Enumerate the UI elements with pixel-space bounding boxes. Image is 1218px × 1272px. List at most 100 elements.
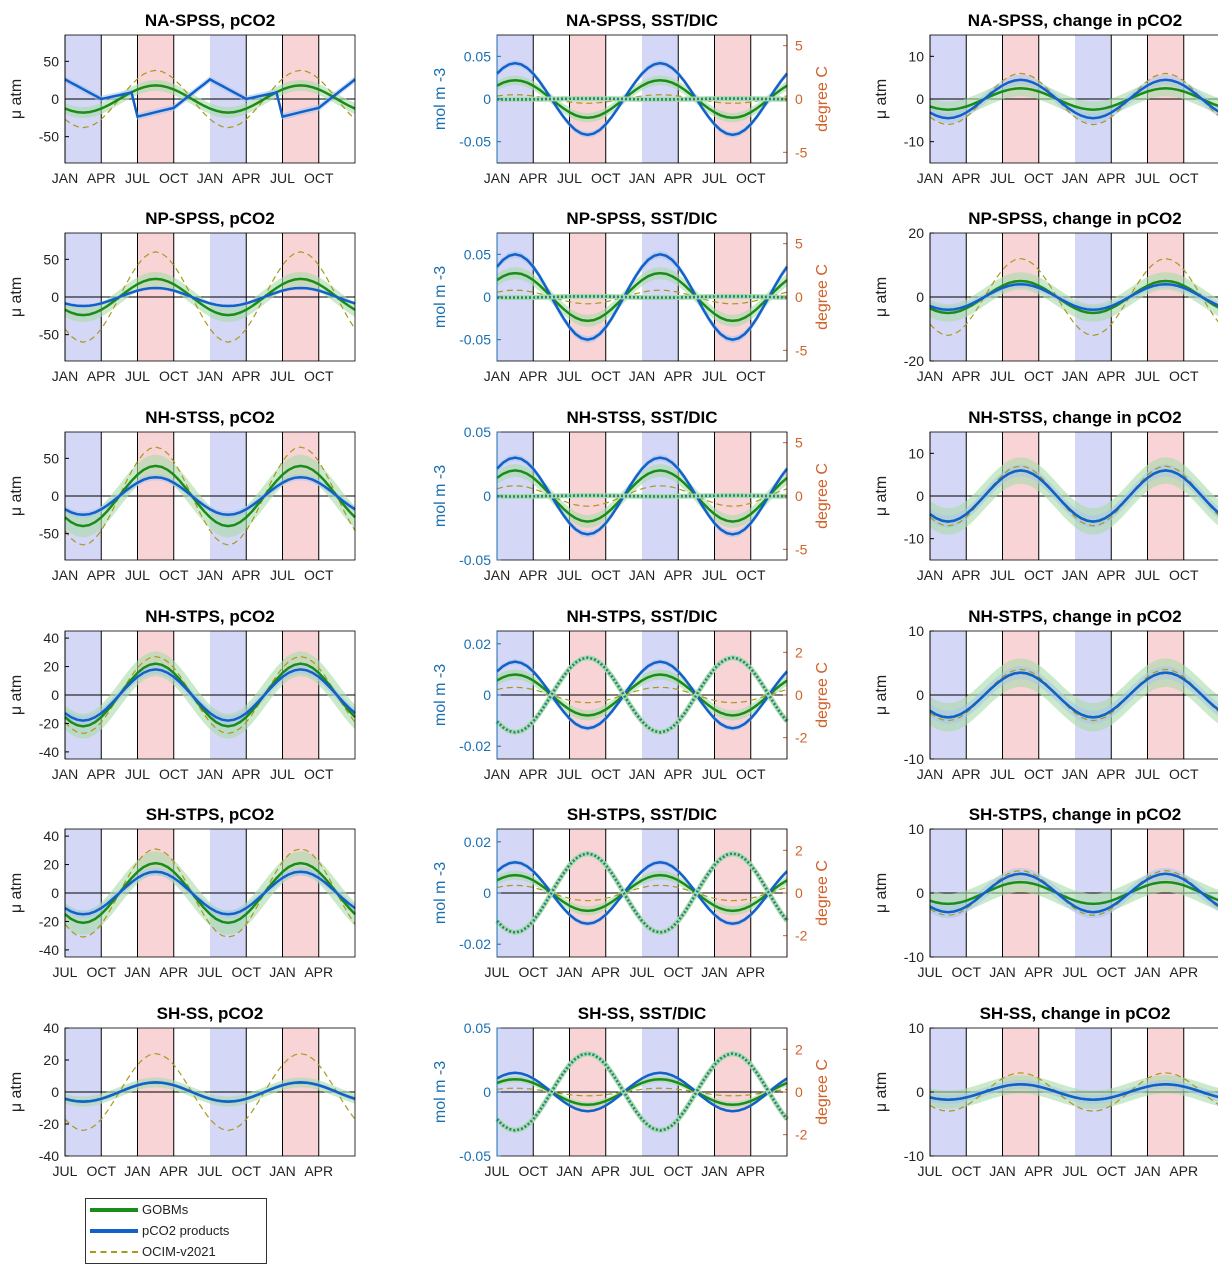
left-tick-label: 0 [916, 91, 924, 107]
left-tick-label: -50 [39, 327, 59, 343]
right-tick-label: 0 [795, 289, 803, 305]
left-tick-label: -10 [904, 531, 924, 547]
x-tick-label: OCT [736, 766, 766, 782]
x-tick-label: JUL [1135, 170, 1160, 186]
panel-nh-stss-sst-dic: NH-STSS, SST/DIC -5 0 5 degree C -0.05 0 0.05 mo… [432, 408, 831, 583]
left-axis-label: μ atm [8, 675, 25, 715]
gobm-band [497, 870, 787, 916]
sst-line [496, 656, 789, 734]
x-tick-label: APR [1097, 567, 1126, 583]
x-tick-label: JAN [269, 1163, 295, 1179]
ocim-line [496, 94, 788, 104]
x-tick-label: JAN [197, 766, 223, 782]
x-tick-label: APR [664, 368, 693, 384]
x-tick-label: JUL [53, 964, 78, 980]
left-tick-label: 10 [908, 48, 924, 64]
gobm-line [929, 880, 1218, 906]
left-tick-label: 0 [51, 289, 59, 305]
x-tick-label: JAN [989, 1163, 1015, 1179]
x-tick-label: OCT [736, 368, 766, 384]
right-axis-label: degree C [814, 463, 831, 529]
x-tick-label: JUL [702, 766, 727, 782]
x-tick-label: APR [304, 1163, 333, 1179]
x-tick-label: OCT [1169, 170, 1199, 186]
x-tick-label: OCT [304, 567, 334, 583]
left-tick-label: 20 [43, 857, 59, 873]
right-axis-label: degree C [814, 1059, 831, 1125]
x-tick-label: APR [1024, 964, 1053, 980]
panel-sh-ss-change-in-pco2: SH-SS, change in pCO2 -10 0 10 μ atm JUL OCT JA… [873, 1004, 1218, 1179]
left-tick-label: 40 [43, 828, 59, 844]
x-tick-label: OCT [663, 964, 693, 980]
x-tick-label: JUL [270, 567, 295, 583]
left-tick-label: 0 [483, 289, 491, 305]
panel-na-spss-pco2: NA-SPSS, pCO2 -50 0 50 μ atm JAN APR JUL OCT JAN A… [8, 11, 356, 186]
products-line [929, 78, 1218, 120]
x-tick-label: JUL [125, 368, 150, 384]
sst-line [496, 1052, 789, 1132]
x-tick-label: OCT [1024, 567, 1054, 583]
panel-sh-ss-pco2: SH-SS, pCO2 -40 -20 0 20 40 μ atm JUL OCT JAN APR J… [8, 1004, 356, 1179]
x-tick-label: JAN [917, 766, 943, 782]
products-line [496, 61, 788, 137]
right-tick-label: 5 [795, 38, 803, 54]
panel-title: NH-STPS, change in pCO2 [968, 607, 1181, 626]
products-line [496, 253, 789, 341]
left-axis-label: μ atm [873, 1072, 890, 1112]
x-tick-label: OCT [591, 567, 621, 583]
left-tick-label: -10 [904, 751, 924, 767]
panel-np-spss-pco2: NP-SPSS, pCO2 -50 0 50 μ atm JAN APR JUL OCT JAN A… [8, 209, 356, 384]
x-tick-label: APR [232, 766, 261, 782]
left-tick-label: -0.02 [459, 738, 491, 754]
ocim-line [929, 72, 1218, 126]
panel-title: NA-SPSS, SST/DIC [566, 11, 718, 30]
x-tick-label: JAN [917, 567, 943, 583]
sst-line [496, 97, 788, 101]
gobm-band [497, 464, 787, 528]
left-tick-label: -40 [39, 942, 59, 958]
gobm-line [64, 861, 356, 925]
sst-line [496, 295, 788, 299]
gobm-line [64, 277, 356, 317]
right-axis-label: degree C [814, 66, 831, 132]
panel-title: SH-STPS, pCO2 [146, 805, 274, 824]
legend-label-gobms: GOBMs [142, 1202, 189, 1217]
x-tick-label: APR [232, 368, 261, 384]
x-tick-label: JUL [557, 766, 582, 782]
right-tick-label: 0 [795, 488, 803, 504]
x-tick-label: APR [87, 170, 116, 186]
left-axis-label: μ atm [873, 277, 890, 317]
x-tick-label: JUL [630, 1163, 655, 1179]
x-tick-label: OCT [951, 1163, 981, 1179]
x-tick-label: APR [87, 368, 116, 384]
left-tick-label: -40 [39, 1148, 59, 1164]
x-tick-label: APR [952, 170, 981, 186]
gobm-line [496, 873, 788, 913]
x-tick-label: JAN [989, 964, 1015, 980]
x-tick-label: JUL [918, 964, 943, 980]
products-line [64, 286, 356, 308]
left-tick-label: 0 [483, 1084, 491, 1100]
x-tick-label: JAN [1134, 1163, 1160, 1179]
x-tick-label: JUL [702, 368, 727, 384]
x-tick-label: JAN [917, 368, 943, 384]
panel-sh-stps-change-in-pco2: SH-STPS, change in pCO2 -10 0 10 μ atm JUL OCT… [873, 805, 1218, 980]
x-tick-label: OCT [86, 964, 116, 980]
x-tick-label: JAN [197, 368, 223, 384]
x-tick-label: OCT [951, 964, 981, 980]
panel-title: NH-STSS, pCO2 [145, 408, 274, 427]
right-tick-label: 0 [795, 1084, 803, 1100]
gobm-line [496, 271, 788, 323]
x-tick-label: APR [304, 964, 333, 980]
left-tick-label: 0 [483, 488, 491, 504]
left-tick-label: 0 [51, 488, 59, 504]
x-tick-label: JAN [484, 368, 510, 384]
left-tick-label: 0 [483, 91, 491, 107]
x-tick-label: APR [519, 567, 548, 583]
left-tick-label: -0.05 [459, 134, 491, 150]
products-line [929, 469, 1218, 523]
x-tick-label: JAN [917, 170, 943, 186]
x-tick-label: OCT [591, 170, 621, 186]
panel-title: SH-STPS, change in pCO2 [969, 805, 1182, 824]
x-tick-label: JAN [629, 766, 655, 782]
